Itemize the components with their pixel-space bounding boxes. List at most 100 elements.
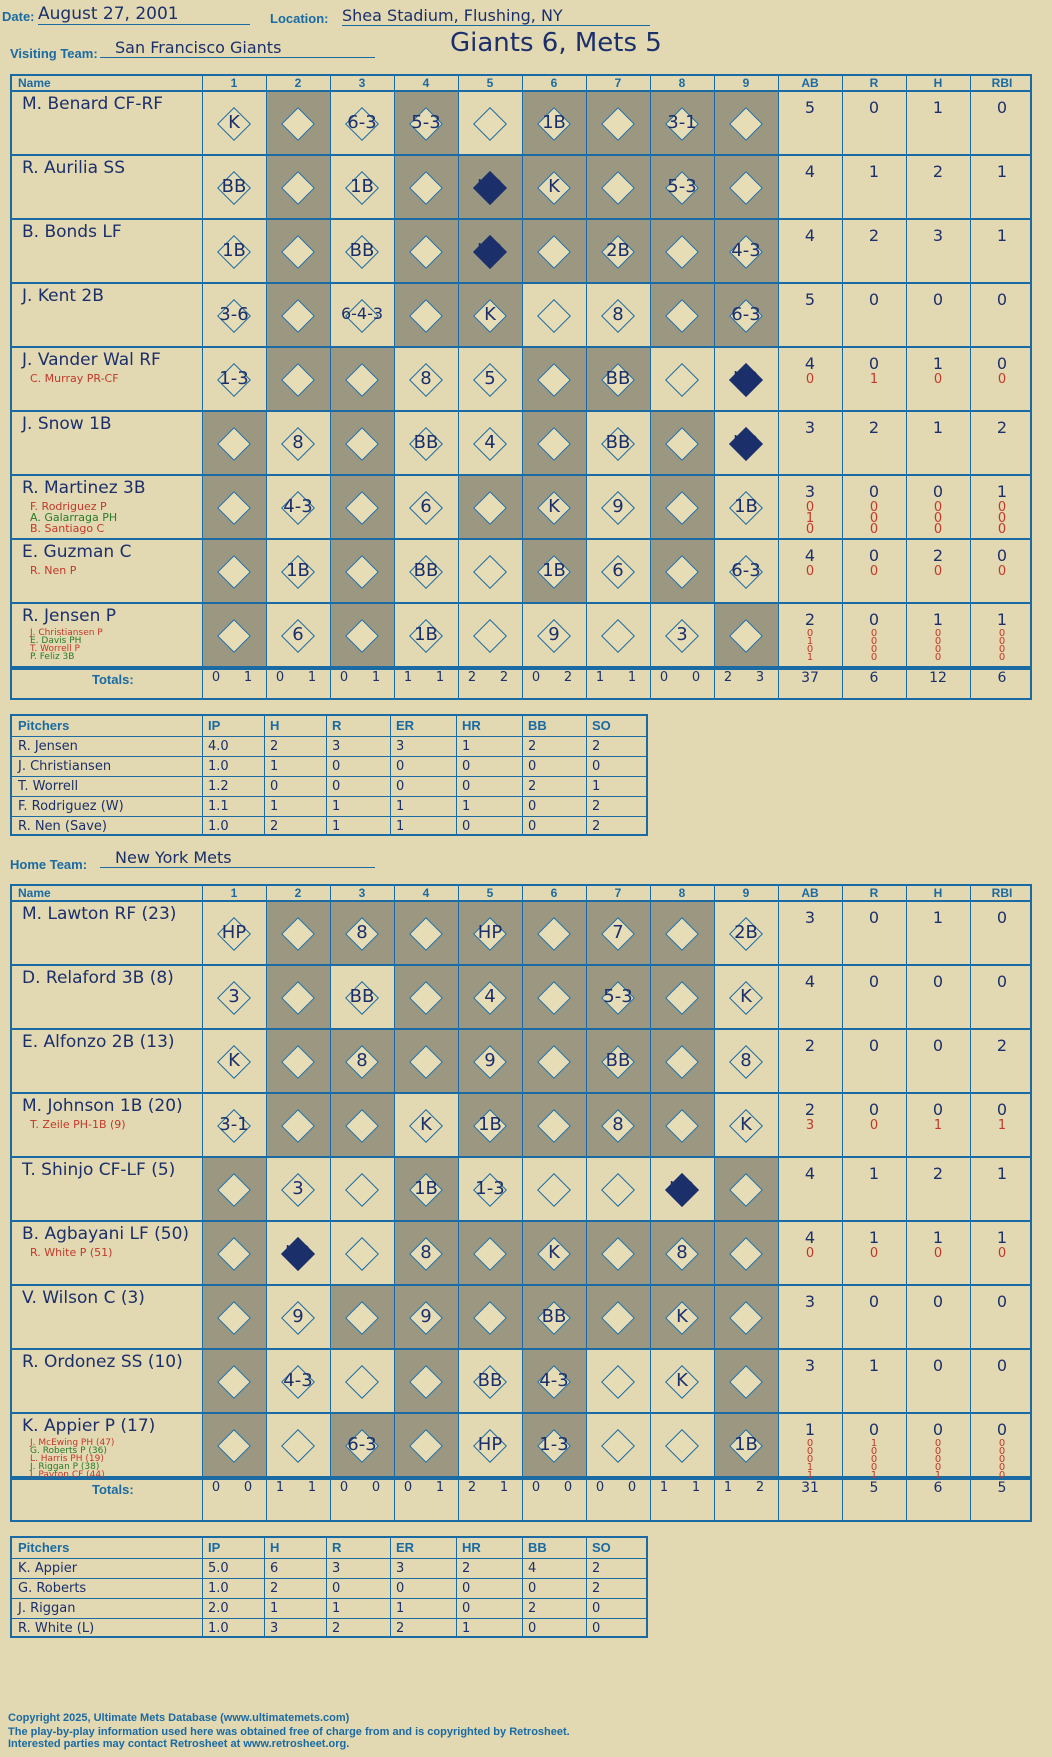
batter-name: B. Agbayani LF (50) [22,1224,190,1244]
pitcher-hr: 1 [462,799,471,814]
play-result: 8 [420,368,432,389]
batter-rbi: 2 [996,1036,1008,1055]
totals-divider [12,1478,1030,1480]
pitcher-bb: 4 [528,1561,537,1576]
total-r: 5 [869,1480,879,1496]
grid-divider [842,76,843,698]
play-result: BB [349,240,375,261]
batter-h: 0 [932,1036,944,1055]
pitcher-name: G. Roberts [18,1581,87,1596]
game-location: Shea Stadium, Flushing, NY [342,6,650,26]
play-result: BB [413,432,439,453]
batter-r: 0 [868,354,880,373]
home-team-label: Home Team: [10,857,88,872]
substitute-name: J. Payton CF (44) [30,1470,105,1480]
batter-name: M. Benard CF-RF [22,94,164,114]
pitcher-bb: 0 [528,799,537,814]
sub-ab: 3 [805,1118,815,1133]
inning-header: 7 [614,76,622,90]
play-result: 3 [676,624,688,645]
pitcher-h: 1 [270,759,279,774]
substitute-name: T. Zeile PH-1B (9) [30,1118,126,1131]
inning-hits: 1 [499,1480,509,1495]
batter-rbi: 0 [996,1292,1008,1311]
pitch-col-name: Pitchers [18,718,70,733]
inning-runs: 1 [659,1480,669,1495]
batter-r: 1 [868,1356,880,1375]
play-result: 3 [292,1178,304,1199]
inning-runs: 1 [723,1480,733,1495]
play-result: 4 [484,986,496,1007]
play-result: 6-4-3 [340,304,384,323]
sub-rbi: 0 [997,564,1007,579]
batter-rbi: 1 [996,482,1008,501]
substitute-name: T. Worrell P [30,644,80,654]
row-divider [12,154,1030,156]
batter-ab: 3 [804,1356,816,1375]
batter-name: R. Ordonez SS (10) [22,1352,183,1372]
play-result: 1B [542,112,566,133]
sub-rbi: 0 [998,1446,1006,1457]
inning-runs: 0 [531,1480,541,1495]
play-result: 8 [612,1114,624,1135]
batter-rbi: 1 [996,610,1008,629]
row-divider [12,282,1030,284]
batter-ab: 5 [804,98,816,117]
pitch-col-bb: BB [528,1540,547,1555]
substitute-name: R. White P (51) [30,1246,113,1259]
batter-rbi: 0 [996,290,1008,309]
play-result: 9 [548,624,560,645]
play-result: K [420,1114,432,1135]
visiting-team-name: San Francisco Giants [100,38,375,58]
sub-r: 0 [869,564,879,579]
batter-h: 0 [932,1292,944,1311]
sub-ab: 0 [806,1446,814,1457]
sub-h: 1 [934,1470,942,1481]
rbi-column-header: RBI [991,76,1013,90]
play-result: 8 [676,1242,688,1263]
inning-header: 9 [742,76,750,90]
batter-h: 1 [932,610,944,629]
sub-ab: 0 [805,372,815,387]
batter-r: 2 [868,418,880,437]
pitcher-row: T. Worrell 1.2 0 0 0 0 2 1 [12,776,646,797]
total-r: 6 [869,670,879,686]
sub-h: 0 [934,1454,942,1465]
pitcher-bb: 0 [528,1621,537,1636]
sub-h: 0 [934,644,942,655]
batter-name: D. Relaford 3B (8) [22,968,174,988]
pitcher-row: G. Roberts 1.0 2 0 0 0 0 2 [12,1578,646,1599]
basepath-diamond [345,1237,379,1271]
sub-ab: 0 [806,1438,814,1449]
pitcher-ip: 1.0 [208,1621,229,1636]
batter-rbi: 0 [996,972,1008,991]
play-result: 1-3 [539,1434,569,1455]
batter-name: M. Johnson 1B (20) [22,1096,183,1116]
batter-r: 0 [868,1420,880,1439]
date-label: Date: [2,9,35,24]
pitcher-bb: 0 [528,819,537,834]
pitcher-h: 1 [270,1601,279,1616]
play-result: 8 [292,432,304,453]
pitching-divider [522,1538,523,1636]
inning-header: 8 [678,886,686,900]
inning-runs: 2 [467,670,477,685]
pitcher-bb: 0 [528,1581,537,1596]
basepath-diamond [345,1173,379,1207]
play-result: BB [541,1306,567,1327]
pitcher-hr: 1 [462,739,471,754]
pitch-col-er: ER [396,718,415,733]
basepath-diamond [601,619,635,653]
basepath-diamond [473,619,507,653]
sub-r: 0 [870,1462,878,1473]
play-result: 1B [414,1178,438,1199]
inning-hits: 2 [499,670,509,685]
batter-r: 1 [868,162,880,181]
play-result: 3 [228,986,240,1007]
pitching-divider [326,1538,327,1636]
play-result: 6-3 [731,304,761,325]
pitcher-name: R. White (L) [18,1621,95,1636]
pitch-col-name: Pitchers [18,1540,70,1555]
sub-r: 1 [870,1470,878,1481]
batter-name: J. Vander Wal RF [22,350,161,370]
